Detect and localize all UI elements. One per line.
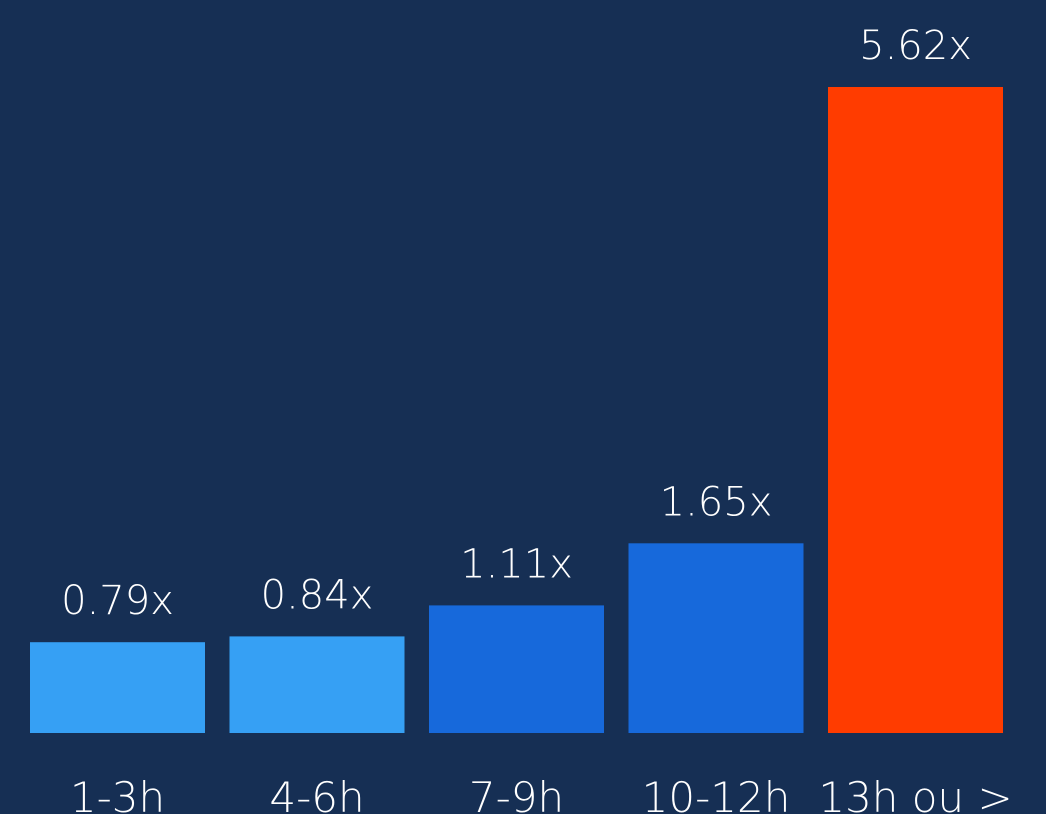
value-labels-group: 0.79x 0.84x 1.11x 1.65x 5.62x	[61, 23, 972, 624]
category-labels-group: 1-3h 4-6h 7-9h 10-12h 13h ou >	[70, 773, 1013, 814]
category-tick-label: 13h ou >	[818, 773, 1012, 814]
bar-10-12h	[628, 543, 804, 733]
category-tick-label: 10-12h	[642, 773, 791, 814]
bar-1-3h	[30, 642, 205, 733]
bar-7-9h	[429, 605, 604, 733]
category-tick-label: 7-9h	[469, 773, 564, 814]
bar-value-label: 0.84x	[261, 572, 374, 618]
bar-4-6h	[229, 636, 405, 733]
category-tick-label: 1-3h	[70, 773, 165, 814]
bar-value-label: 0.79x	[61, 578, 174, 624]
bar-13h-ou	[828, 87, 1003, 733]
bar-value-label: 5.62x	[859, 23, 972, 69]
bar-value-label: 1.65x	[660, 479, 773, 525]
bars-group	[30, 87, 1003, 733]
bar-value-label: 1.11x	[460, 541, 573, 587]
category-tick-label: 4-6h	[269, 773, 364, 814]
